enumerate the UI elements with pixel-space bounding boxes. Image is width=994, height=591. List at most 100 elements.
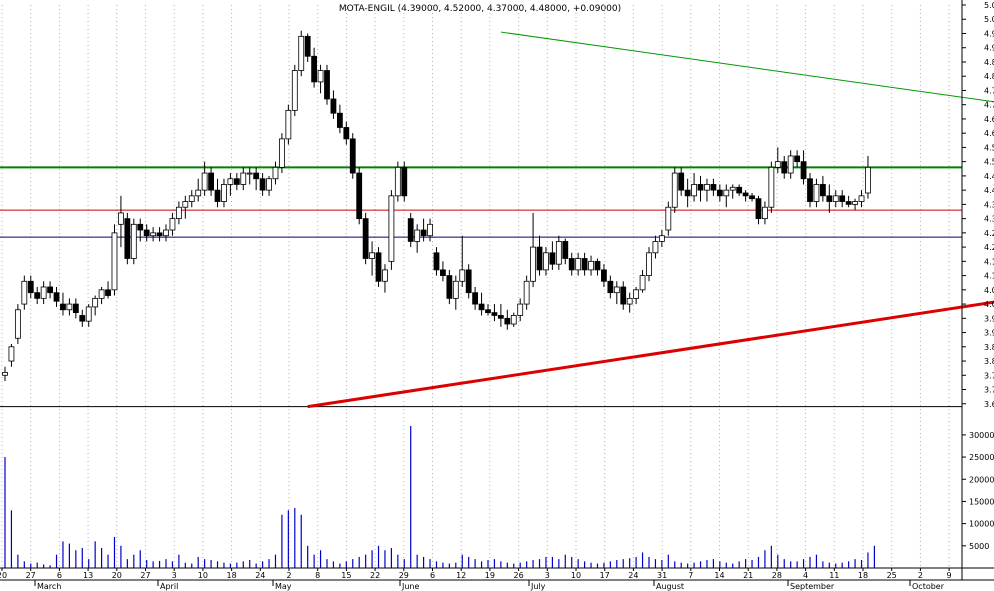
candle-body [34,292,41,299]
volume-tick-label: 5000 [969,542,989,551]
candle-body [169,218,176,231]
candle-body [613,286,620,294]
month-label: March [37,582,61,591]
candle-body [607,280,614,294]
candle-body [807,178,813,202]
candle-body [729,186,736,191]
candle-body [47,286,53,294]
day-tick-label: 18 [227,571,237,580]
candle-body [266,178,272,191]
day-tick-label: 6 [57,571,62,580]
candle-body [832,195,839,202]
day-tick-label: 25 [887,571,897,580]
candle-body [504,317,511,325]
candle-body [594,260,601,271]
price-tick-label: 3.85 [984,343,994,352]
candle-body [658,235,665,242]
price-tick-label: 4.80 [984,72,994,81]
candle-body [633,289,640,299]
day-tick-label: 18 [858,571,868,580]
candle-body [536,246,543,271]
candle-body [27,280,34,294]
candle-body [214,189,221,202]
candle-body [201,172,208,191]
day-tick-label: 14 [714,571,724,580]
candle-body [433,252,440,271]
candlesticks [2,30,871,381]
candle-body [826,195,833,202]
candle-body [124,218,131,259]
candle-body [581,258,588,271]
candle-body [465,269,472,294]
candle-body [208,172,214,191]
candle-body [839,195,846,202]
price-tick-label: 4.65 [984,115,994,124]
candle-body [362,218,369,259]
candle-body [304,35,311,57]
candle-body [440,269,446,276]
day-tick-label: 12 [456,571,466,580]
candle-body [388,195,395,262]
candle-body [813,184,820,202]
month-label: April [160,582,178,591]
candle-body [491,312,498,316]
day-tick-label: 7 [688,571,693,580]
candle-body [671,172,678,208]
candle-body [755,198,762,220]
candle-body [105,289,111,296]
candle-body [639,275,646,291]
candle-body [684,189,691,197]
candle-body [601,269,607,282]
price-tick-label: 4.50 [984,158,994,167]
candle-body [324,70,330,100]
day-tick-label: 29 [399,571,409,580]
candle-body [588,260,594,271]
day-tick-label: 3 [172,571,177,580]
candle-body [774,161,781,168]
candle-body [98,289,105,299]
candle-body [317,70,324,83]
price-tick-label: 3.90 [984,329,994,338]
price-tick-label: 3.75 [984,371,994,380]
price-tick-label: 3.80 [984,357,994,366]
candle-body [72,303,79,314]
price-tick-label: 4.30 [984,215,994,224]
candle-body [742,192,749,197]
candle-body [420,229,427,237]
candle-body [137,223,144,231]
candle-body [111,232,118,291]
day-tick-label: 26 [514,571,524,580]
day-tick-label: 20 [112,571,122,580]
price-tick-label: 5.05 [984,1,994,10]
candle-body [852,201,858,205]
candle-body [787,155,794,174]
price-tick-label: 4.35 [984,200,994,209]
candle-body [414,229,421,242]
candle-body [497,315,504,319]
candle-body [163,229,169,237]
candle-body [543,252,549,271]
candle-body [510,315,517,325]
candle-body [427,223,433,237]
candle-body [85,306,92,322]
candle-body [221,184,227,202]
day-tick-label: 3 [545,571,550,580]
day-tick-label: 4 [803,571,808,580]
candle-body [375,252,382,282]
day-tick-label: 15 [341,571,351,580]
volume-tick-label: 10000 [969,520,994,529]
candle-body [697,184,704,191]
day-tick-label: 9 [947,571,952,580]
day-tick-label: 10 [571,571,581,580]
candle-body [92,297,99,308]
candle-body [130,223,137,259]
candle-body [349,138,356,174]
candle-body [736,186,743,194]
candle-body [8,346,15,362]
candle-body [182,201,189,208]
price-tick-label: 4.10 [984,272,994,281]
candle-body [652,241,659,254]
